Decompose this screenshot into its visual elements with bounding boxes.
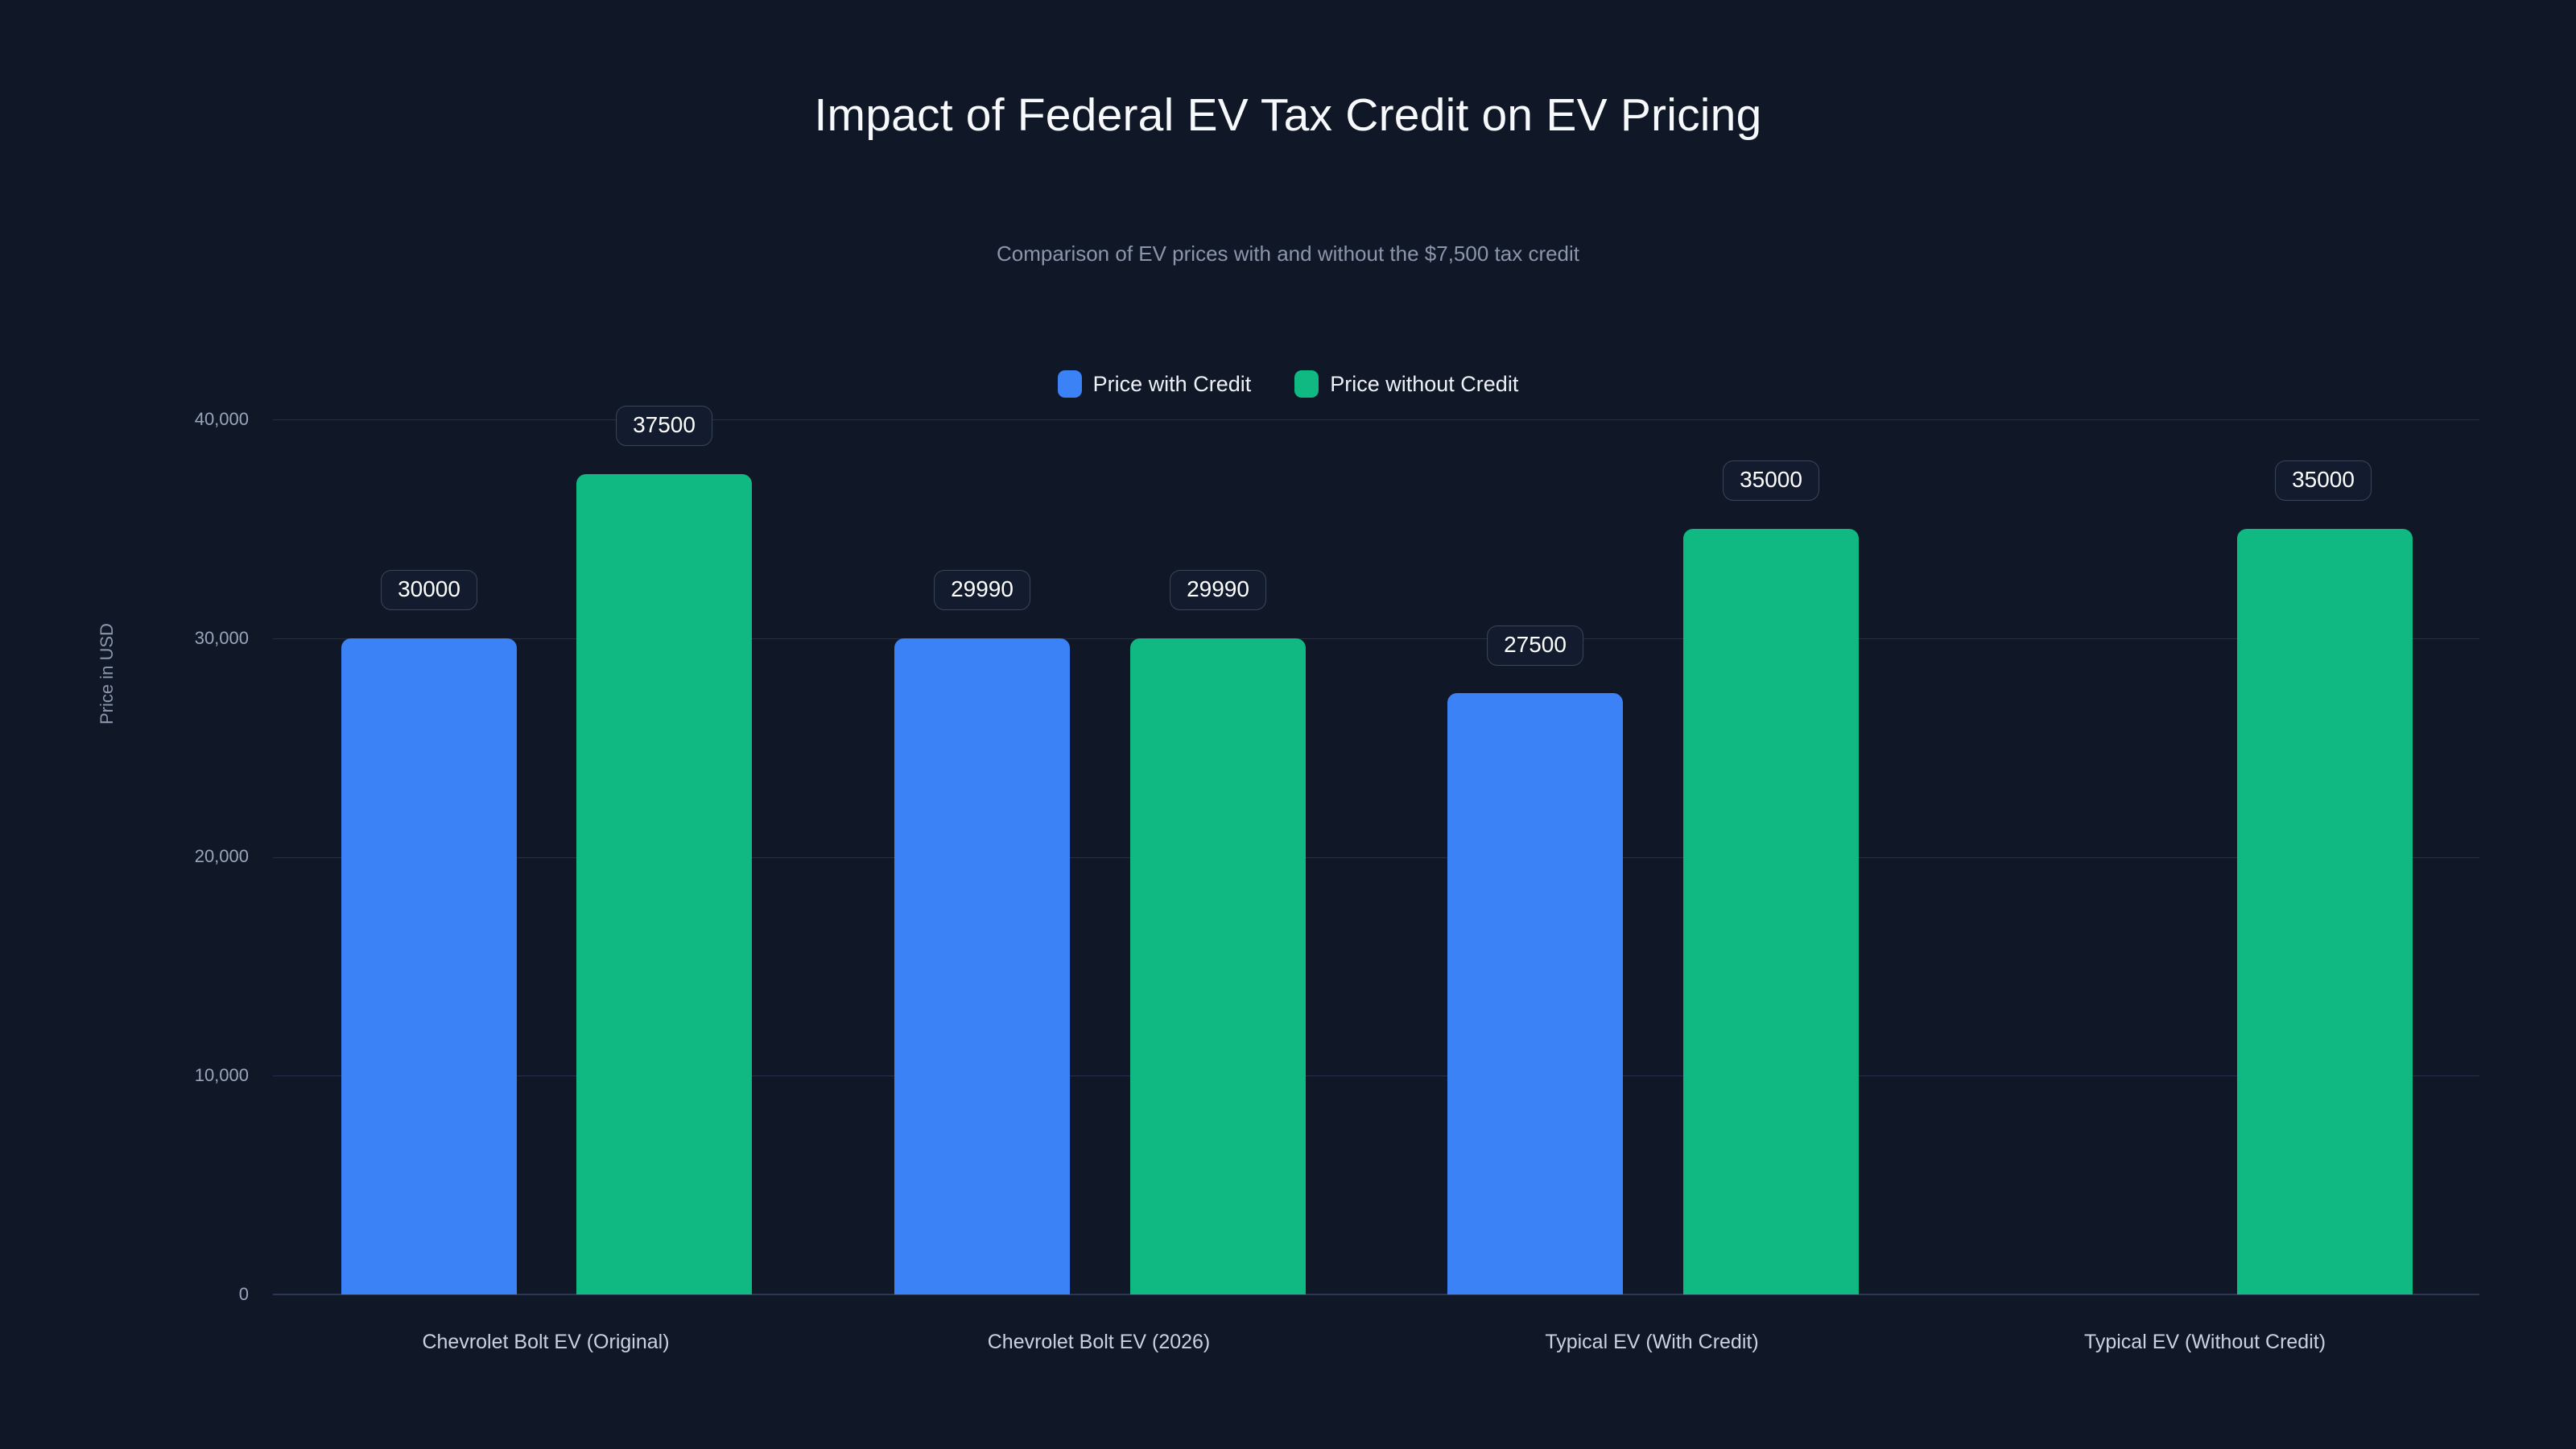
- bar-g4-without[interactable]: [2237, 528, 2413, 1294]
- gridline: [273, 638, 2479, 639]
- bar-g1-without[interactable]: [576, 473, 752, 1294]
- gridline: [273, 419, 2479, 420]
- x-axis-category-label: Chevrolet Bolt EV (2026): [987, 1331, 1211, 1353]
- y-axis-tick-label: 40,000: [194, 409, 249, 429]
- x-axis-category-label: Typical EV (Without Credit): [2083, 1331, 2326, 1353]
- y-axis-tick-label: 10,000: [194, 1065, 249, 1085]
- legend-label-price-with-credit: Price with Credit: [1092, 371, 1252, 396]
- data-label-g2-with: 29990: [934, 570, 1030, 610]
- y-axis-tick-label: 0: [238, 1284, 249, 1304]
- chart-legend: Price with Credit Price without Credit: [0, 370, 2576, 398]
- plot-area: [273, 419, 2479, 1295]
- data-label-g2-without: 29990: [1170, 570, 1266, 610]
- data-label-g3-without: 35000: [1723, 460, 1819, 501]
- bar-g2-without[interactable]: [1130, 638, 1306, 1294]
- y-axis-tick-label: 30,000: [194, 628, 249, 648]
- x-axis-category-label: Chevrolet Bolt EV (Original): [422, 1331, 670, 1353]
- chart-subtitle: Comparison of EV prices with and without…: [996, 242, 1580, 266]
- green-square-swatch: [1294, 370, 1319, 398]
- bar-g3-without[interactable]: [1683, 528, 1859, 1294]
- blue-square-swatch: [1057, 370, 1082, 398]
- data-label-g1-without: 37500: [616, 406, 712, 446]
- bar-g3-with[interactable]: [1447, 692, 1623, 1294]
- data-label-g4-without: 35000: [2275, 460, 2372, 501]
- data-label-g1-with: 30000: [381, 570, 477, 610]
- x-axis-category-label: Typical EV (With Credit): [1545, 1331, 1759, 1353]
- legend-label-price-without-credit: Price without Credit: [1330, 371, 1519, 396]
- bar-g2-with[interactable]: [894, 638, 1070, 1294]
- legend-item-price-with-credit[interactable]: Price with Credit: [1057, 370, 1252, 398]
- y-axis-title: Price in USD: [97, 623, 117, 724]
- x-axis-line: [273, 1294, 2479, 1295]
- page-title: Impact of Federal EV Tax Credit on EV Pr…: [814, 89, 1762, 141]
- data-label-g3-with: 27500: [1487, 625, 1583, 666]
- gridline: [273, 1075, 2479, 1077]
- legend-item-price-without-credit[interactable]: Price without Credit: [1294, 370, 1518, 398]
- bar-g1-with[interactable]: [341, 638, 517, 1294]
- gridline: [273, 857, 2479, 858]
- y-axis-tick-label: 20,000: [194, 846, 249, 866]
